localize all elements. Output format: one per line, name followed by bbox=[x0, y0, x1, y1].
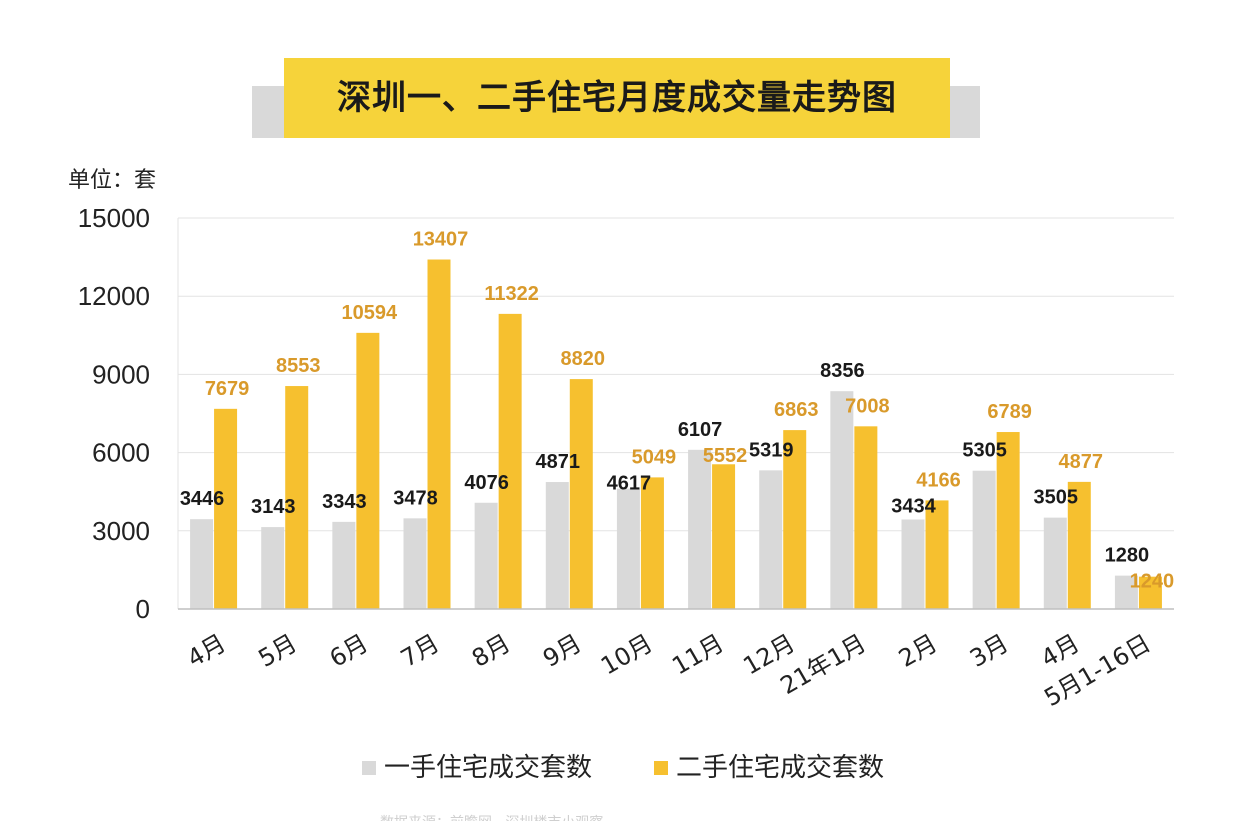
x-tick-label-3: 7月 bbox=[396, 629, 444, 673]
value-label-series2-9: 7008 bbox=[845, 395, 890, 417]
bar-series2-13 bbox=[1138, 576, 1162, 609]
value-label-series2-3: 13407 bbox=[413, 229, 469, 251]
bar-series2-6 bbox=[640, 477, 664, 609]
value-label-series1-1: 3143 bbox=[251, 496, 296, 518]
value-label-series2-5: 8820 bbox=[561, 348, 606, 370]
y-tick-label-9000: 9000 bbox=[92, 359, 150, 389]
value-label-series1-3: 3478 bbox=[393, 487, 438, 509]
bar-series2-11 bbox=[996, 432, 1020, 609]
bar-series2-5 bbox=[569, 379, 593, 609]
x-tick-label-4: 8月 bbox=[467, 629, 515, 673]
bar-series1-6 bbox=[616, 488, 640, 609]
bar-series1-12 bbox=[1043, 517, 1067, 609]
value-label-series1-0: 3446 bbox=[180, 488, 225, 510]
y-tick-label-12000: 12000 bbox=[78, 281, 150, 311]
legend-label-series1: 一手住宅成交套数 bbox=[384, 753, 592, 783]
bar-series2-9 bbox=[854, 426, 878, 609]
bar-series1-10 bbox=[901, 519, 925, 609]
bar-series1-4 bbox=[474, 502, 498, 609]
legend-swatch-series2 bbox=[654, 761, 668, 775]
value-label-series1-7: 6107 bbox=[678, 419, 723, 441]
value-label-series2-6: 5049 bbox=[632, 446, 677, 468]
bar-series1-1 bbox=[261, 527, 285, 609]
value-label-series2-4: 11322 bbox=[484, 283, 539, 305]
value-label-series1-8: 5319 bbox=[749, 439, 794, 461]
x-tick-label-0: 4月 bbox=[183, 629, 231, 673]
bar-series2-1 bbox=[285, 386, 309, 609]
x-tick-label-11: 3月 bbox=[965, 629, 1013, 673]
footer-cut: 数据来源：前瞻网 · 深圳楼市小观察 bbox=[0, 812, 1238, 821]
x-tick-label-7: 11月 bbox=[667, 629, 728, 681]
bar-series1-13 bbox=[1114, 575, 1138, 609]
x-tick-label-10: 2月 bbox=[894, 629, 942, 673]
bar-series2-12 bbox=[1067, 481, 1091, 609]
x-tick-label-2: 6月 bbox=[325, 629, 373, 673]
chart-title-banner: 深圳一、二手住宅月度成交量走势图 bbox=[252, 58, 980, 142]
bar-series1-3 bbox=[403, 518, 427, 609]
value-label-series2-12: 4877 bbox=[1059, 451, 1104, 473]
bar-series2-0 bbox=[214, 408, 238, 609]
value-label-series2-7: 5552 bbox=[703, 445, 748, 467]
footer-source-text: 数据来源：前瞻网 · 深圳楼市小观察 bbox=[380, 812, 603, 821]
value-label-series1-4: 4076 bbox=[464, 472, 509, 494]
x-tick-label-5: 9月 bbox=[538, 629, 586, 673]
y-tick-label-15000: 15000 bbox=[78, 203, 150, 233]
value-label-series1-13: 1280 bbox=[1105, 545, 1150, 567]
value-label-series2-13: 1240 bbox=[1130, 571, 1175, 593]
bar-series1-0 bbox=[190, 519, 214, 609]
unit-label: 单位：套 bbox=[68, 168, 157, 193]
value-label-series2-8: 6863 bbox=[774, 399, 819, 421]
value-label-series2-11: 6789 bbox=[987, 401, 1032, 423]
chart-title: 深圳一、二手住宅月度成交量走势图 bbox=[337, 78, 897, 118]
bar-series1-9 bbox=[830, 391, 854, 609]
bar-series1-7 bbox=[688, 449, 712, 609]
value-label-series1-11: 5305 bbox=[962, 440, 1007, 462]
y-tick-label-0: 0 bbox=[136, 594, 150, 624]
value-label-series2-2: 10594 bbox=[342, 302, 398, 324]
bar-series1-8 bbox=[759, 470, 783, 609]
value-label-series1-6: 4617 bbox=[607, 472, 652, 494]
bar-series2-2 bbox=[356, 332, 380, 609]
value-label-series2-1: 8553 bbox=[276, 355, 321, 377]
legend-swatch-series1 bbox=[362, 761, 376, 775]
bar-series2-7 bbox=[712, 464, 736, 609]
bar-series1-5 bbox=[545, 482, 569, 609]
value-label-series2-0: 7679 bbox=[205, 378, 250, 400]
value-label-series1-5: 4871 bbox=[536, 451, 581, 473]
bar-series2-10 bbox=[925, 500, 949, 609]
legend-label-series2: 二手住宅成交套数 bbox=[676, 753, 884, 783]
value-label-series1-9: 8356 bbox=[820, 360, 865, 382]
title-highlight-bar bbox=[284, 58, 950, 138]
value-label-series1-10: 3434 bbox=[891, 495, 936, 517]
bar-series1-11 bbox=[972, 470, 996, 609]
x-tick-label-6: 10月 bbox=[596, 629, 657, 681]
bar-series2-4 bbox=[498, 313, 522, 609]
y-tick-label-6000: 6000 bbox=[92, 438, 150, 468]
value-label-series1-2: 3343 bbox=[322, 491, 367, 513]
y-tick-label-3000: 3000 bbox=[92, 516, 150, 546]
value-label-series1-12: 3505 bbox=[1034, 487, 1079, 509]
bar-series1-2 bbox=[332, 521, 356, 609]
bar-series2-3 bbox=[427, 259, 451, 609]
x-tick-label-1: 5月 bbox=[254, 629, 302, 673]
bar-series2-8 bbox=[783, 430, 807, 609]
value-label-series2-10: 4166 bbox=[916, 469, 961, 491]
